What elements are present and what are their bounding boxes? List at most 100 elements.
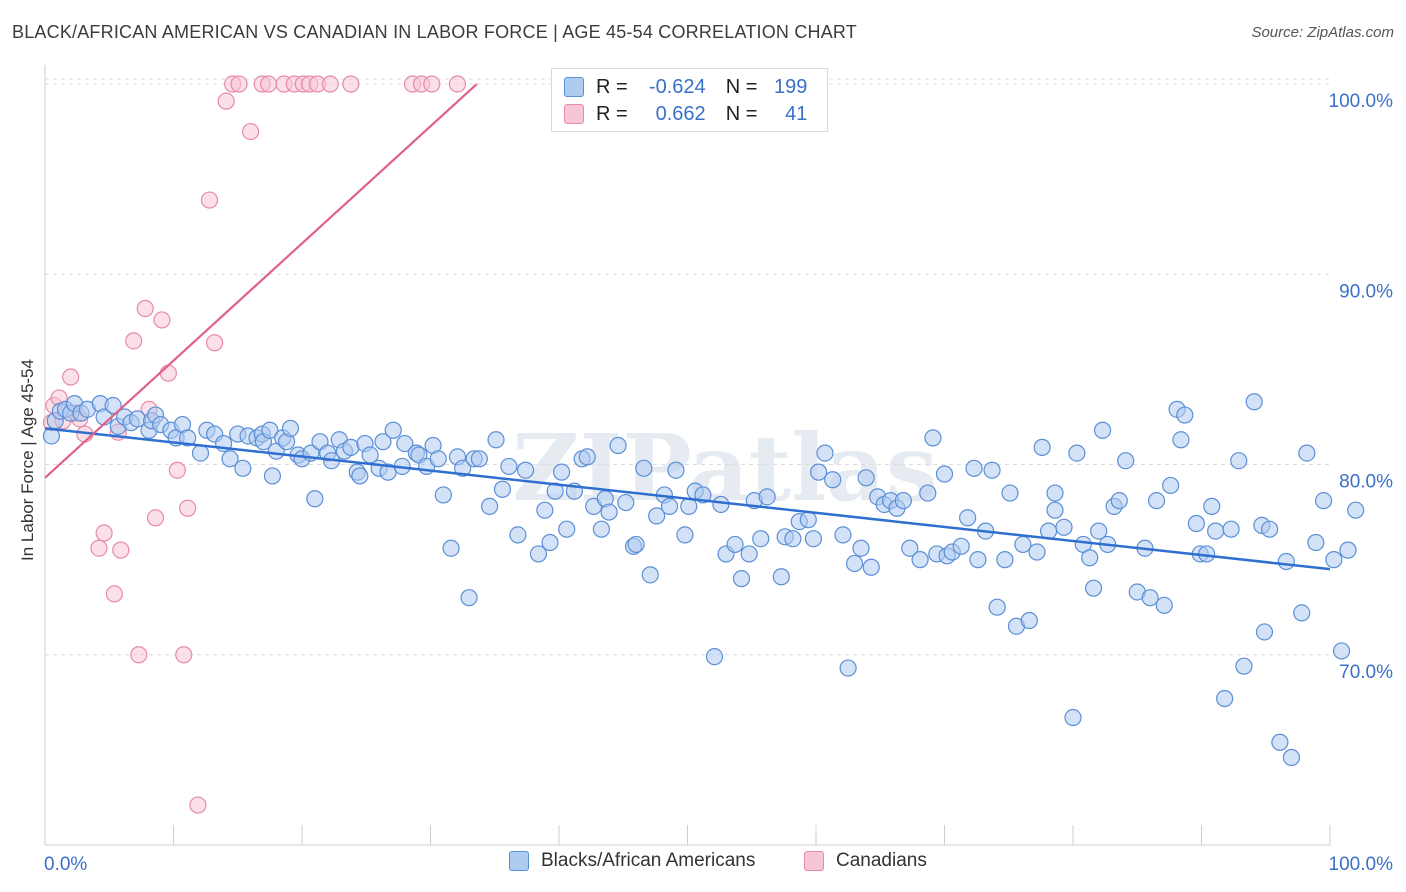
black-african-american-point bbox=[641, 566, 659, 584]
black-african-american-point bbox=[824, 471, 842, 489]
pink-swatch bbox=[564, 104, 584, 124]
black-african-american-point bbox=[1110, 492, 1128, 510]
canadian-point bbox=[259, 75, 278, 93]
black-african-american-point bbox=[104, 396, 122, 415]
stats-row-canadians: R = 0.662 N = 41 bbox=[564, 102, 807, 126]
source-credit: Source: ZipAtlas.com bbox=[1251, 24, 1394, 41]
canadian-point bbox=[200, 191, 219, 209]
black-african-american-point bbox=[901, 539, 919, 557]
black-african-american-point bbox=[1293, 604, 1311, 622]
canadian-point bbox=[130, 646, 148, 664]
black-african-american-point bbox=[784, 530, 802, 548]
black-african-american-point bbox=[1155, 596, 1173, 614]
black-african-american-point bbox=[1014, 535, 1032, 554]
black-african-american-point bbox=[470, 450, 488, 468]
black-african-american-point bbox=[481, 497, 499, 515]
black-african-american-point bbox=[1298, 444, 1316, 462]
black-african-american-point bbox=[552, 463, 571, 481]
black-african-american-point bbox=[234, 459, 252, 477]
canadian-point bbox=[321, 75, 339, 93]
n-value: 41 bbox=[785, 102, 808, 125]
black-african-american-point bbox=[1068, 444, 1086, 462]
black-african-american-point bbox=[857, 469, 875, 487]
black-african-american-point bbox=[1033, 438, 1051, 456]
black-african-american-point bbox=[969, 551, 987, 569]
black-african-american-point bbox=[952, 537, 970, 555]
r-label: R = bbox=[596, 102, 628, 125]
canadian-point bbox=[168, 461, 186, 479]
legend-item-canadians[interactable]: Canadians bbox=[804, 850, 927, 872]
black-african-american-point bbox=[1187, 514, 1205, 533]
r-label: R = bbox=[596, 75, 628, 98]
canadian-point bbox=[206, 334, 224, 352]
black-african-american-point bbox=[1064, 708, 1082, 727]
black-african-american-point bbox=[839, 659, 857, 677]
canadian-point bbox=[448, 75, 467, 93]
r-value: -0.624 bbox=[648, 75, 706, 98]
black-african-american-point bbox=[1271, 733, 1289, 751]
legend-item-blacks[interactable]: Blacks/African Americans bbox=[509, 850, 755, 872]
black-african-american-point bbox=[221, 450, 239, 468]
black-african-american-point bbox=[1325, 551, 1343, 569]
black-african-american-point bbox=[1339, 541, 1357, 559]
stats-legend: R = -0.624 N = 199 R = 0.662 N = 41 bbox=[551, 68, 828, 132]
black-african-american-point bbox=[1046, 484, 1064, 502]
black-african-american-point bbox=[454, 459, 472, 477]
black-african-american-point bbox=[772, 568, 790, 586]
canadian-point bbox=[90, 539, 108, 557]
black-african-american-point bbox=[676, 526, 694, 544]
canadian-point bbox=[146, 509, 165, 527]
canadian-point bbox=[179, 499, 197, 517]
y-tick-label: 80.0% bbox=[1339, 472, 1393, 493]
black-african-american-point bbox=[852, 539, 870, 557]
black-african-american-point bbox=[351, 467, 369, 485]
black-african-american-point bbox=[191, 444, 210, 462]
black-african-american-point bbox=[1216, 689, 1234, 708]
black-african-american-point bbox=[384, 421, 402, 439]
black-african-american-point bbox=[911, 551, 929, 569]
black-african-american-point bbox=[705, 648, 724, 666]
black-african-american-point bbox=[1081, 549, 1099, 567]
black-african-american-point bbox=[919, 484, 937, 502]
canadian-point bbox=[62, 368, 80, 386]
black-african-american-point bbox=[1203, 497, 1221, 515]
canadian-point bbox=[112, 541, 130, 559]
black-african-american-point bbox=[1046, 501, 1064, 519]
black-african-american-point bbox=[460, 589, 478, 607]
black-african-american-point bbox=[1307, 533, 1325, 552]
black-african-american-point bbox=[1222, 520, 1240, 538]
black-african-american-point bbox=[617, 493, 635, 512]
canadian-point bbox=[217, 92, 235, 110]
black-african-american-point bbox=[712, 495, 730, 514]
black-african-american-point bbox=[1093, 421, 1112, 439]
y-tick-label: 100.0% bbox=[1329, 91, 1394, 112]
black-african-american-point bbox=[667, 461, 685, 479]
canadian-point bbox=[159, 364, 177, 382]
x-tick-label: 100.0% bbox=[1329, 854, 1394, 875]
black-african-american-point bbox=[834, 526, 852, 544]
black-african-american-point bbox=[965, 459, 983, 477]
pink-swatch bbox=[804, 851, 824, 871]
canadian-point bbox=[105, 585, 123, 603]
x-tick-label: 0.0% bbox=[44, 854, 87, 875]
black-african-american-point bbox=[1347, 501, 1365, 519]
y-tick-label: 70.0% bbox=[1339, 662, 1393, 683]
black-african-american-point bbox=[342, 438, 360, 456]
canadian-point bbox=[95, 524, 113, 542]
black-african-american-point bbox=[1230, 452, 1248, 470]
black-african-american-point bbox=[500, 457, 518, 476]
black-african-american-point bbox=[862, 558, 880, 576]
r-value: 0.662 bbox=[655, 102, 706, 125]
black-african-american-point bbox=[1332, 642, 1351, 660]
n-label: N = bbox=[725, 102, 758, 125]
n-value: 199 bbox=[774, 75, 808, 98]
black-african-american-point bbox=[592, 520, 611, 538]
black-african-american-point bbox=[816, 444, 834, 462]
black-african-american-point bbox=[1176, 406, 1194, 424]
black-african-american-point bbox=[1255, 623, 1274, 641]
black-african-american-point bbox=[983, 461, 1001, 479]
black-african-american-point bbox=[374, 433, 392, 451]
black-african-american-point bbox=[261, 421, 279, 439]
black-african-american-point bbox=[609, 436, 627, 455]
black-african-american-point bbox=[935, 465, 954, 483]
